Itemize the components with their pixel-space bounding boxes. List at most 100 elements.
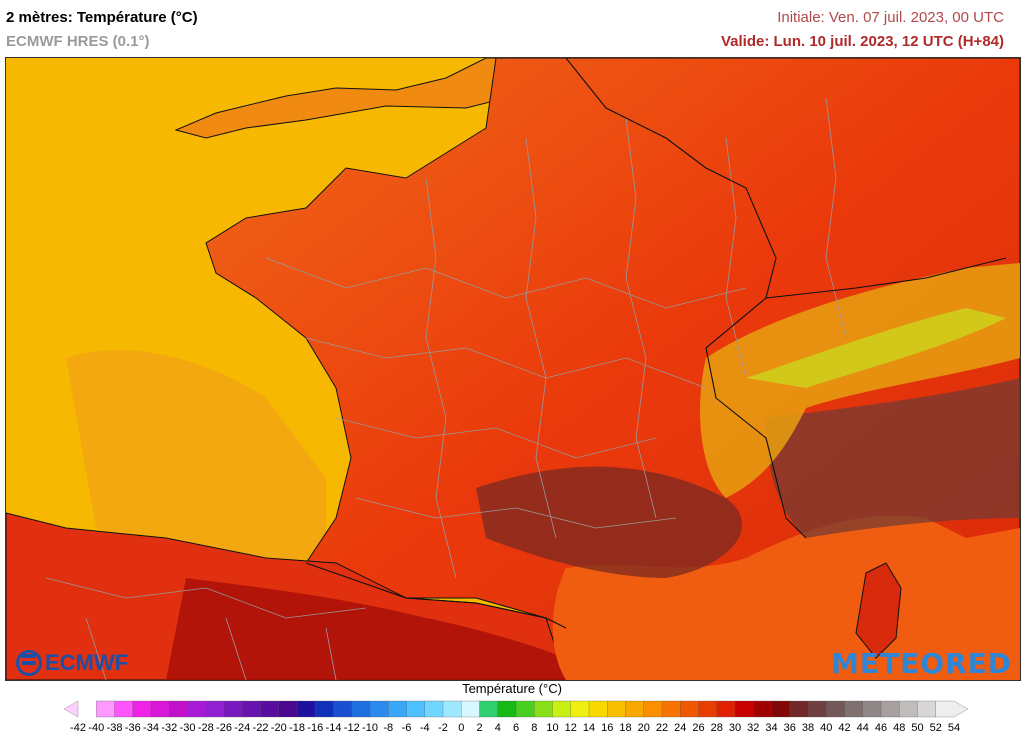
valid-time: Valide: Lun. 10 juil. 2023, 12 UTC (H+84…: [720, 33, 1004, 50]
map-title: 2 mètres: Température (°C): [6, 9, 198, 26]
legend-tick-label: 22: [655, 722, 669, 734]
england-coast: [174, 58, 527, 139]
ecmwf-logo-text: ECMWF: [45, 650, 129, 675]
legend-swatch: [114, 700, 134, 718]
legend-tick-label: 20: [637, 722, 650, 734]
legend-swatch: [698, 700, 718, 718]
legend-tick-label: 4: [494, 722, 501, 734]
legend-tick-label: 36: [783, 722, 796, 734]
legend-swatch: [333, 700, 353, 718]
legend-swatch: [150, 700, 170, 718]
legend-tick-label: -8: [383, 722, 394, 734]
legend-tick-label: -20: [270, 722, 287, 734]
region-borders: [45, 97, 847, 680]
legend-swatch: [661, 700, 681, 718]
legend-swatch: [461, 700, 480, 718]
legend-tick-label: 32: [747, 722, 760, 734]
legend-swatch: [169, 700, 188, 718]
legend-tick-label: 38: [801, 722, 815, 734]
legend-tick-label: -22: [252, 722, 269, 734]
legend-tick-label: 28: [710, 722, 723, 734]
legend-swatch: [862, 700, 882, 718]
legend-swatch: [534, 700, 553, 718]
legend-swatch: [242, 700, 261, 718]
legend-swatch: [351, 700, 371, 718]
map-canvas: [6, 58, 1020, 680]
legend-swatch: [296, 700, 316, 718]
legend-tick-label: -30: [179, 722, 196, 734]
legend-tick-label: -6: [401, 722, 412, 734]
legend-swatch: [552, 700, 572, 718]
legend-tick-label: 8: [531, 722, 538, 734]
model-label: ECMWF HRES (0.1°): [6, 33, 150, 50]
legend-swatch: [734, 700, 754, 718]
legend-swatch: [917, 700, 937, 718]
legend-swatch: [223, 700, 243, 718]
legend-swatch: [479, 700, 499, 718]
legend-tick-label: -36: [124, 722, 141, 734]
legend-swatch: [844, 700, 864, 718]
legend-swatch: [880, 700, 900, 718]
legend-tick-label: 16: [601, 722, 614, 734]
legend-tick-label: 30: [728, 722, 742, 734]
legend-swatch: [935, 700, 968, 718]
legend-tick-label: 52: [929, 722, 942, 734]
legend-tick-label: -32: [161, 722, 178, 734]
legend-swatch: [789, 700, 809, 718]
legend-tick-label: -34: [143, 722, 159, 734]
mediterranean-sea: [552, 515, 1020, 680]
legend-swatch: [625, 700, 645, 718]
legend-tick-label: -24: [234, 722, 251, 734]
legend-swatch: [515, 700, 535, 718]
legend-swatch: [424, 700, 444, 718]
legend-swatch: [826, 700, 845, 718]
legend-swatch: [369, 700, 389, 718]
country-borders: [305, 58, 1007, 629]
ecmwf-mark-icon: [16, 650, 42, 676]
legend-tick-label: 18: [619, 722, 632, 734]
legend-tick-label: 26: [692, 722, 705, 734]
corsica: [855, 562, 902, 659]
legend-swatch: [716, 700, 736, 718]
legend-tick-label: 6: [512, 722, 520, 734]
legend-tick-label: 54: [947, 722, 961, 734]
legend-tick-label: 0: [458, 722, 465, 734]
legend-tick-label: 44: [856, 722, 869, 734]
legend-swatch: [899, 700, 918, 718]
legend-tick-label: 14: [582, 722, 596, 734]
legend-swatch: [187, 700, 207, 718]
legend-tick-label: -42: [70, 722, 86, 734]
legend-tick-label: 12: [564, 722, 577, 734]
legend-tick-label: 2: [476, 722, 483, 734]
legend-tick-label: 24: [674, 722, 687, 734]
legend-tick-label: -28: [197, 722, 214, 734]
legend-tick-label: 42: [838, 722, 851, 734]
legend-tick-label: -26: [216, 722, 232, 734]
hot-zone-south: [476, 466, 743, 578]
legend-tick-label: -16: [307, 722, 324, 734]
legend-swatch: [771, 700, 791, 718]
legend-tick-label: 50: [911, 722, 924, 734]
legend-tick-label: -12: [343, 722, 360, 734]
legend-swatch: [96, 700, 115, 718]
legend-swatch: [588, 700, 608, 718]
legend-swatch: [643, 700, 663, 718]
legend-swatch: [388, 700, 407, 718]
legend-swatch: [406, 700, 426, 718]
legend-ticks: -42 -40 -38 -36 -34 -32 -30 -28 -26 -24 -22 -20 -18-…: [64, 722, 968, 736]
legend-swatch: [315, 700, 334, 718]
legend-tick-label: -4: [419, 722, 430, 734]
legend-swatch: [132, 700, 152, 718]
legend-tick-label: 40: [820, 722, 833, 734]
legend-swatch: [753, 700, 772, 718]
legend-swatch: [205, 700, 225, 718]
legend-swatch: [607, 700, 626, 718]
hot-zone-italy: [766, 378, 1020, 538]
legend-swatch: [260, 700, 280, 718]
legend-swatch: [807, 700, 827, 718]
temperature-map[interactable]: ECMWF METEORED: [5, 57, 1021, 681]
legend-swatch: [64, 700, 79, 718]
legend-tick-label: 10: [546, 722, 559, 734]
bay-of-biscay: [66, 350, 326, 568]
initial-time: Initiale: Ven. 07 juil. 2023, 00 UTC: [777, 9, 1004, 26]
